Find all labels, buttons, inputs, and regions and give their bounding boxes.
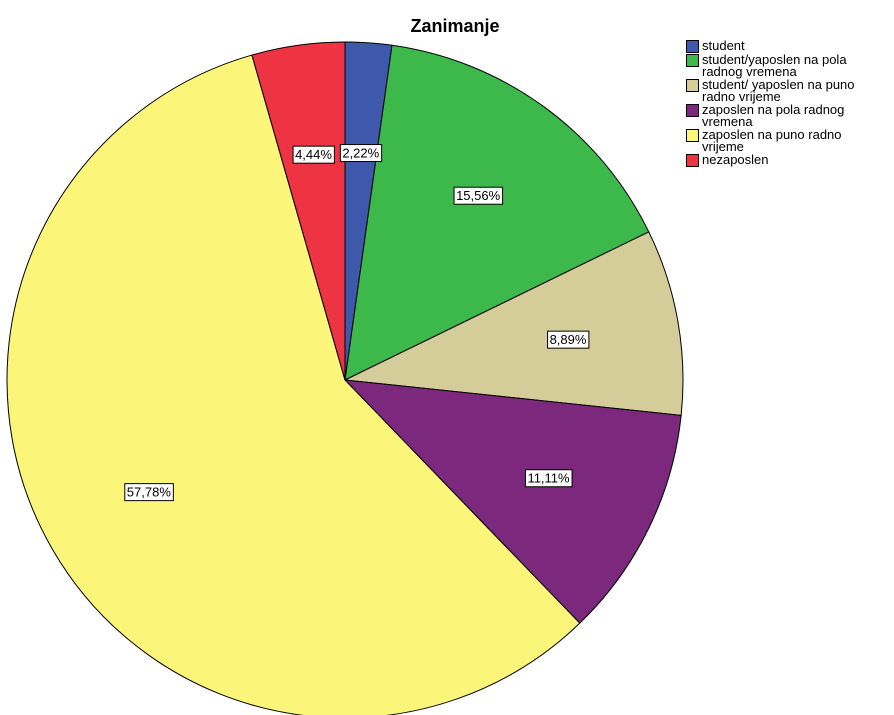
legend-item: zaposlen na pola radnog vremena [686, 102, 886, 129]
legend-label: student/ yaposlen na puno radno vrijeme [702, 77, 855, 104]
legend-label: student [702, 38, 745, 53]
legend-label: nezaposlen [702, 152, 769, 167]
value-label-box [547, 330, 590, 349]
legend-item: zaposlen na puno radno vrijeme [686, 127, 886, 154]
chart-title: Zanimanje [410, 16, 499, 36]
pie-slice [6, 54, 581, 715]
legend: student student/yaposlen na pola radnog v… [686, 38, 886, 168]
value-label: 15,56% [456, 188, 501, 203]
legend-swatch [686, 104, 699, 117]
pie-slice [251, 41, 346, 381]
legend-item: student/ yaposlen na puno radno vrijeme [686, 77, 886, 104]
value-label: 11,11% [527, 471, 570, 486]
value-label: 8,89% [550, 332, 587, 347]
value-label-box [524, 469, 573, 488]
legend-item: student [686, 38, 886, 53]
value-label: 57,78% [127, 485, 172, 500]
pie-slice [343, 231, 684, 416]
legend-swatch [686, 129, 699, 142]
legend-swatch [686, 154, 699, 167]
pie-slice [344, 44, 650, 381]
value-label-box [453, 186, 504, 205]
value-label: 4,44% [295, 147, 332, 162]
legend-swatch [686, 54, 699, 67]
legend-swatch [686, 79, 699, 92]
pie-slice [343, 379, 682, 624]
legend-label: zaposlen na pola radnog vremena [702, 102, 845, 129]
legend-swatch [686, 40, 699, 53]
value-label: 2,22% [342, 146, 379, 161]
value-label-box [124, 483, 174, 502]
legend-label: zaposlen na puno radno vrijeme [702, 127, 842, 154]
legend-item: nezaposlen [686, 152, 886, 167]
legend-item: student/yaposlen na pola radnog vremena [686, 52, 886, 79]
value-label-box [339, 144, 383, 163]
value-label-box [292, 145, 335, 164]
legend-label: student/yaposlen na pola radnog vremena [702, 52, 847, 79]
